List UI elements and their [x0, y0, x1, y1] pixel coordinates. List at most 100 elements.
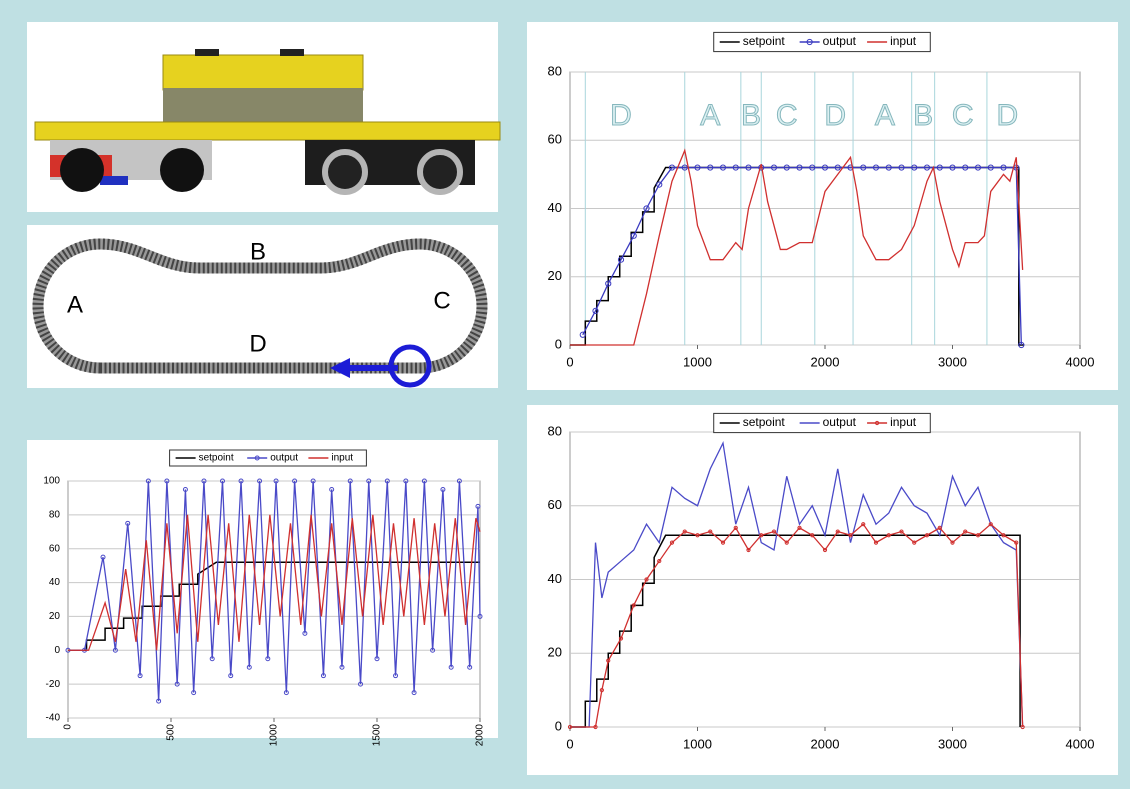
data-point [339, 664, 345, 670]
x-tick-label: 0 [566, 354, 573, 369]
data-point [732, 164, 739, 171]
chart: 0 20 40 60 80 0 1000 2000 3000 4000 setpoint output… [548, 412, 1095, 751]
data-point [809, 164, 816, 171]
legend-marker [254, 455, 260, 461]
data-point [320, 673, 326, 679]
data-point [191, 690, 197, 696]
data-point [886, 533, 891, 538]
y-tick-label: 20 [548, 645, 562, 660]
x-tick-label: 1000 [269, 724, 280, 747]
track-label: A [67, 291, 83, 318]
legend-label: input [890, 34, 917, 48]
train-position [388, 344, 432, 388]
y-tick-label: 0 [555, 336, 562, 351]
data-point [228, 673, 234, 679]
y-tick-label: 100 [43, 476, 60, 487]
data-point [358, 681, 364, 687]
data-point [137, 673, 143, 679]
data-point [1020, 724, 1025, 730]
legend-label: setpoint [743, 34, 786, 48]
series-line [570, 440, 1024, 728]
legend-label: setpoint [199, 453, 234, 464]
x-tick-label: 2000 [811, 736, 840, 751]
data-point [347, 478, 353, 484]
data-point [937, 525, 942, 530]
data-point [145, 478, 151, 484]
y-tick-label: 60 [49, 543, 61, 554]
data-point [1001, 533, 1006, 538]
data-point [606, 658, 611, 663]
data-point [366, 478, 372, 484]
x-tick-label: 0 [566, 736, 573, 751]
x-tick-label: 500 [166, 724, 177, 741]
data-point [950, 540, 955, 545]
data-point [617, 256, 625, 263]
data-point [201, 478, 207, 484]
data-point [302, 630, 308, 636]
data-point [848, 533, 853, 538]
y-tick-label: 40 [548, 200, 562, 215]
data-point [618, 636, 624, 641]
x-tick-label: 3000 [938, 736, 967, 751]
legend-marker [806, 38, 813, 46]
series-line [570, 166, 1024, 346]
y-tick-label: 0 [54, 645, 60, 656]
x-tick-label: 2000 [811, 354, 840, 369]
data-point [643, 205, 650, 212]
data-point [924, 533, 930, 538]
legend-label: input [890, 415, 917, 429]
segment-label: B [741, 99, 761, 132]
segment-label: A [700, 99, 720, 132]
data-point [238, 478, 244, 484]
x-tick-label: 0 [63, 724, 74, 730]
data-point [1014, 540, 1019, 545]
data-point [475, 503, 481, 509]
data-point [963, 529, 968, 534]
data-point [579, 331, 586, 338]
data-point [873, 540, 879, 545]
data-point [292, 478, 298, 484]
data-point [923, 164, 931, 171]
data-point [733, 525, 738, 530]
y-tick-label: 80 [49, 509, 61, 520]
x-tick-label: 1500 [372, 724, 383, 747]
data-point [745, 164, 752, 171]
segment-label: D [824, 99, 846, 132]
y-tick-label: 0 [555, 718, 562, 733]
data-point [411, 690, 417, 696]
data-point [783, 164, 790, 171]
data-point [810, 533, 815, 538]
data-point [796, 164, 803, 171]
data-point [100, 554, 106, 560]
data-point [440, 486, 446, 492]
data-point [125, 520, 131, 526]
segment-label: C [952, 99, 974, 132]
data-point [988, 522, 993, 527]
series-line [570, 148, 1024, 346]
legend-marker [874, 420, 880, 426]
data-point [720, 540, 726, 545]
data-point [448, 664, 454, 670]
segment-label: B [913, 99, 933, 132]
stud [195, 49, 219, 56]
data-point [861, 522, 866, 527]
train-picture [27, 22, 501, 212]
x-tick-label: 4000 [1066, 736, 1095, 751]
data-point [421, 478, 427, 484]
series-line [68, 561, 480, 652]
data-point [847, 164, 854, 171]
y-tick-label: 20 [548, 268, 562, 283]
battery-box [163, 88, 363, 126]
data-point [182, 486, 188, 492]
data-point [835, 529, 840, 534]
data-point [631, 603, 636, 608]
wheel [417, 149, 463, 195]
data-point [456, 478, 462, 484]
track-label: B [250, 238, 266, 265]
data-point [974, 164, 982, 171]
data-point [962, 164, 969, 171]
data-point [374, 656, 380, 662]
